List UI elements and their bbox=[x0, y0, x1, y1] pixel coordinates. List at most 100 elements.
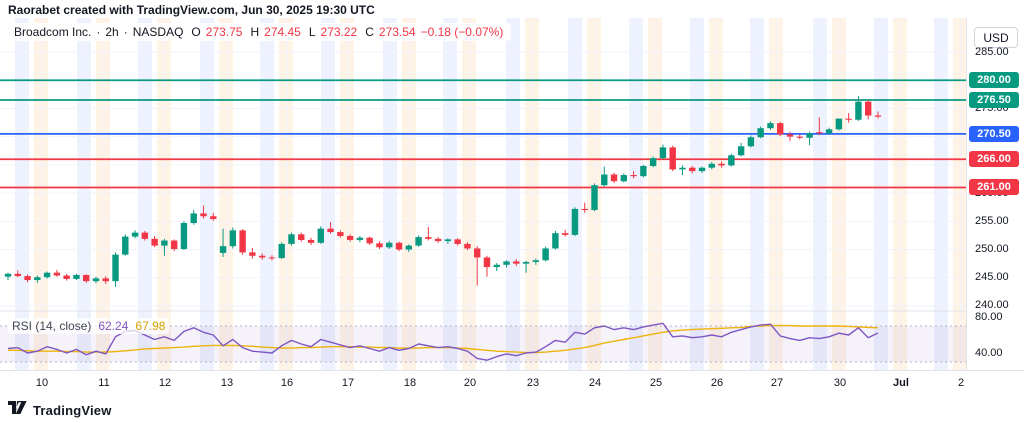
candles-layer bbox=[4, 96, 882, 287]
candle bbox=[161, 240, 168, 246]
legend-separator: · bbox=[96, 25, 101, 39]
candle bbox=[454, 239, 461, 244]
price-level-badge-261.00[interactable]: 261.00 bbox=[969, 179, 1019, 196]
candle bbox=[43, 272, 51, 278]
candle bbox=[669, 147, 676, 170]
tradingview-logo-icon[interactable] bbox=[8, 400, 27, 421]
time-label-23: 23 bbox=[526, 377, 540, 389]
candle bbox=[278, 243, 285, 259]
candle bbox=[493, 264, 500, 268]
candle bbox=[102, 278, 109, 282]
candle bbox=[92, 278, 100, 282]
time-label-24: 24 bbox=[588, 377, 602, 389]
candle bbox=[503, 261, 510, 265]
candle bbox=[229, 230, 237, 247]
close-value: 273.54 bbox=[378, 25, 416, 39]
candle bbox=[737, 146, 745, 156]
rsi-legend[interactable]: RSI (14, close) 62.24 67.98 bbox=[8, 318, 170, 334]
candle bbox=[825, 129, 833, 134]
candle bbox=[522, 261, 530, 264]
candle bbox=[474, 248, 481, 258]
candle bbox=[835, 118, 843, 130]
candle bbox=[190, 213, 197, 224]
interval-label[interactable]: 2h bbox=[105, 25, 119, 39]
chart-area: Broadcom Inc. · 2h · NASDAQ O 273.75 H 2… bbox=[0, 18, 1024, 423]
candle bbox=[170, 240, 178, 249]
candle bbox=[395, 242, 403, 250]
candle bbox=[239, 230, 246, 253]
candle bbox=[610, 174, 618, 182]
price-level-badge-270.50[interactable]: 270.50 bbox=[969, 125, 1019, 142]
candle bbox=[659, 147, 667, 159]
symbol-legend[interactable]: Broadcom Inc. · 2h · NASDAQ O 273.75 H 2… bbox=[6, 23, 512, 41]
rsi-ma-value: 67.98 bbox=[135, 319, 166, 333]
candle bbox=[210, 216, 217, 220]
open-value: 273.75 bbox=[205, 25, 243, 39]
candle bbox=[131, 232, 139, 237]
time-label-17: 17 bbox=[341, 377, 355, 389]
time-label-16: 16 bbox=[280, 377, 294, 389]
candle bbox=[483, 257, 491, 268]
candle bbox=[405, 245, 412, 250]
candle bbox=[542, 248, 549, 261]
price-axis[interactable]: USD 285.00280.00275.00270.00265.00260.00… bbox=[966, 18, 1024, 370]
candle bbox=[728, 155, 735, 166]
candle bbox=[434, 238, 442, 242]
time-label-27: 27 bbox=[770, 377, 784, 389]
candle bbox=[386, 242, 393, 248]
candle bbox=[73, 274, 80, 279]
price-level-badge-280.00[interactable]: 280.00 bbox=[969, 72, 1019, 89]
candle bbox=[845, 118, 852, 120]
candle bbox=[415, 237, 422, 246]
candle bbox=[640, 166, 647, 177]
chart-canvas[interactable] bbox=[0, 18, 966, 370]
rsi-lines-layer bbox=[7, 322, 879, 361]
candle bbox=[464, 243, 471, 249]
candle bbox=[581, 208, 588, 211]
candle bbox=[268, 257, 276, 259]
low-value: 273.22 bbox=[320, 25, 358, 39]
price-level-badge-276.50[interactable]: 276.50 bbox=[969, 91, 1019, 108]
price-level-badge-266.00[interactable]: 266.00 bbox=[969, 151, 1019, 168]
time-label-18: 18 bbox=[403, 377, 417, 389]
candle bbox=[298, 234, 305, 240]
time-label-25: 25 bbox=[649, 377, 663, 389]
symbol-name[interactable]: Broadcom Inc. bbox=[14, 25, 92, 39]
rsi-tick-label: 40.00 bbox=[975, 346, 1003, 359]
candle bbox=[601, 174, 608, 186]
candle bbox=[63, 275, 70, 279]
candle bbox=[327, 228, 334, 233]
candle bbox=[561, 233, 569, 235]
currency-button[interactable]: USD bbox=[974, 27, 1018, 48]
candle bbox=[376, 243, 383, 248]
session-stripes-layer bbox=[15, 18, 966, 370]
time-axis[interactable]: 10 11 12 13 16 17 18 20 23 24 25 26 27 30 Jul 2 bbox=[0, 370, 1024, 397]
candle bbox=[532, 260, 540, 262]
candle bbox=[679, 167, 686, 170]
candle bbox=[34, 277, 41, 281]
candle bbox=[855, 101, 862, 120]
candle bbox=[757, 128, 764, 138]
candle bbox=[83, 274, 90, 282]
footer-logo[interactable]: TradingView bbox=[8, 400, 112, 421]
change-value: −0.18 (−0.07%) bbox=[420, 25, 504, 39]
tradingview-logo-text[interactable]: TradingView bbox=[33, 403, 112, 418]
candle bbox=[649, 158, 657, 167]
candle bbox=[806, 133, 813, 138]
candle bbox=[249, 252, 256, 256]
candle bbox=[122, 236, 129, 255]
candle bbox=[4, 273, 12, 277]
rsi-title[interactable]: RSI (14, close) bbox=[12, 319, 92, 333]
high-label: H bbox=[250, 25, 260, 39]
candle bbox=[53, 272, 61, 276]
level-lines-layer bbox=[0, 79, 966, 189]
candle bbox=[141, 232, 149, 239]
candle bbox=[317, 228, 324, 243]
candle bbox=[718, 163, 725, 166]
candle bbox=[591, 185, 598, 211]
high-value: 274.45 bbox=[264, 25, 301, 39]
candle bbox=[180, 223, 188, 249]
candle bbox=[14, 273, 21, 277]
open-label: O bbox=[191, 25, 201, 39]
time-label-26: 26 bbox=[710, 377, 724, 389]
